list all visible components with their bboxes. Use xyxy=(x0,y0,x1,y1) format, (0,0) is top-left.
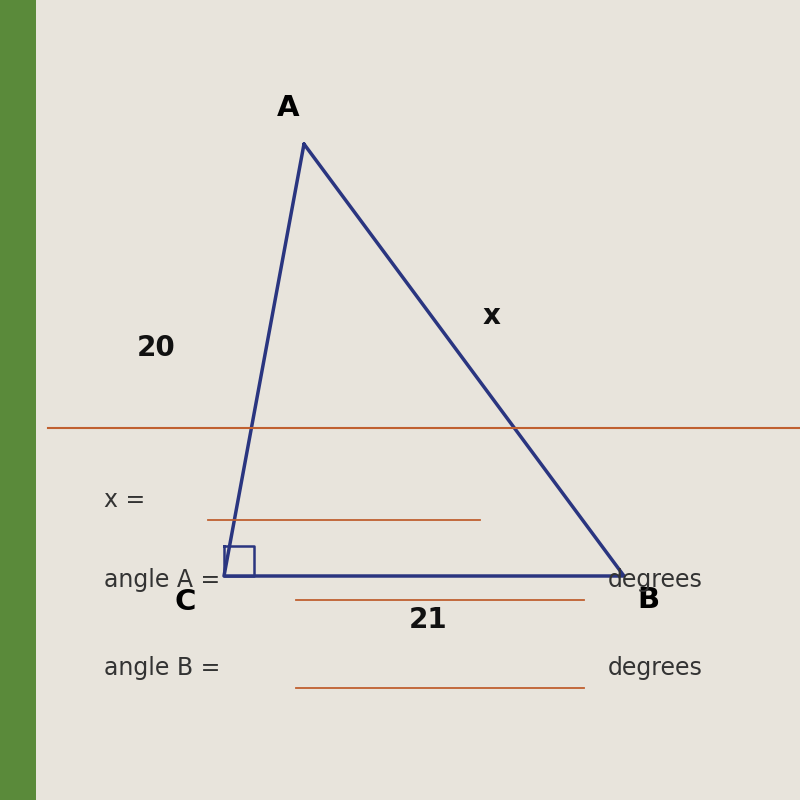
Text: 21: 21 xyxy=(409,606,447,634)
Text: x: x xyxy=(483,302,501,330)
Text: 20: 20 xyxy=(137,334,175,362)
Text: angle B =: angle B = xyxy=(104,656,220,680)
Text: degrees: degrees xyxy=(608,656,703,680)
Text: C: C xyxy=(175,587,196,616)
Text: x =: x = xyxy=(104,488,146,512)
Bar xyxy=(0,0,36,800)
Text: degrees: degrees xyxy=(608,568,703,592)
Text: B: B xyxy=(637,586,659,614)
Text: angle A =: angle A = xyxy=(104,568,220,592)
Text: A: A xyxy=(277,94,299,122)
